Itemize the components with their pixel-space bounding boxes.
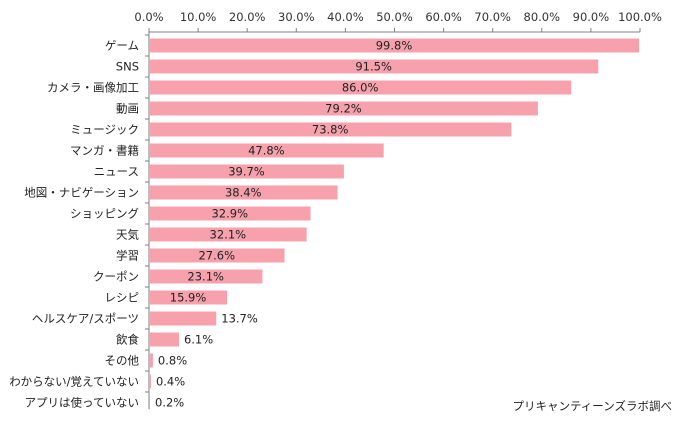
value-label: 47.8% [248,144,285,158]
value-label: 79.2% [325,102,362,116]
value-label: 27.6% [198,249,235,263]
value-label: 23.1% [187,270,224,284]
value-label: 32.9% [211,207,248,221]
bar [149,185,338,200]
category-label: クーポン [93,270,139,284]
bar [149,143,384,158]
x-tick-label: 50.0% [376,10,413,24]
value-label: 0.4% [156,375,185,389]
category-label: 地図・ナビゲーション [24,186,139,200]
bar [149,269,263,284]
category-label: アプリは使っていない [25,396,139,410]
category-label: ミュージック [70,123,139,137]
bar [149,206,311,221]
bar [149,374,151,389]
bar [149,80,572,95]
x-tick-label: 0.0% [134,10,163,24]
x-tick-label: 90.0% [573,10,610,24]
x-tick-label: 60.0% [425,10,462,24]
category-label: レシピ [105,291,140,305]
value-label: 6.1% [184,333,213,347]
category-label: マンガ・書籍 [70,144,139,158]
bar [149,122,512,137]
source-note: プリキャンティーンズラボ調べ [512,399,672,413]
value-label: 15.9% [170,291,207,305]
category-label: カメラ・画像加工 [47,81,139,95]
category-label: ニュース [94,165,139,179]
category-label: 学習 [116,249,139,263]
value-label: 99.8% [376,39,413,53]
value-label: 91.5% [355,60,392,74]
category-label: ヘルスケア/スポーツ [32,312,139,326]
x-tick-label: 70.0% [474,10,511,24]
value-label: 86.0% [342,81,379,95]
category-label: ショッピング [70,207,139,221]
category-label: 天気 [116,228,139,242]
bar [149,38,640,53]
bar [149,59,599,74]
bar [149,332,179,347]
bar [149,101,538,116]
value-label: 0.8% [158,354,187,368]
bar [149,248,285,263]
value-label: 13.7% [221,312,258,326]
category-label: 飲食 [116,333,139,347]
value-label: 32.1% [210,228,247,242]
bar [149,227,307,242]
x-tick-label: 30.0% [278,10,315,24]
bar [149,164,344,179]
category-label: ゲーム [105,39,139,53]
category-label: わからない/覚えていない [9,375,139,389]
bar [149,353,153,368]
bar [149,290,228,305]
x-tick-label: 80.0% [524,10,561,24]
category-label: その他 [105,354,140,368]
value-label: 73.8% [312,123,349,137]
value-label: 39.7% [228,165,265,179]
bar [149,395,150,410]
x-tick-label: 40.0% [327,10,364,24]
x-tick-label: 20.0% [229,10,266,24]
x-tick-label: 10.0% [180,10,217,24]
bar [149,311,217,326]
value-label: 0.2% [155,396,184,410]
category-label: SNS [116,60,139,74]
category-label: 動画 [116,102,139,116]
value-label: 38.4% [225,186,262,200]
x-tick-label: 100.0% [618,10,662,24]
